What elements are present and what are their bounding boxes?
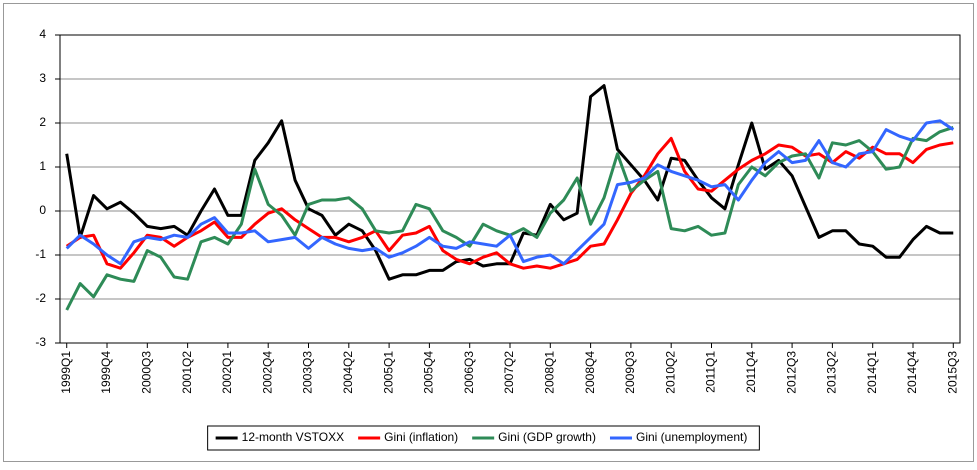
x-tick-label: 1999Q4	[99, 351, 113, 394]
x-tick-label: 2005Q1	[381, 351, 395, 394]
x-tick-label: 2009Q3	[623, 351, 637, 394]
y-tick-label: 4	[39, 27, 46, 41]
x-tick-label: 2000Q3	[139, 351, 153, 394]
legend-label: 12-month VSTOXX	[242, 430, 345, 444]
y-tick-label: -3	[35, 335, 46, 349]
y-tick-label: 0	[39, 203, 46, 217]
legend: 12-month VSTOXX Gini (inflation) Gini (GDP…	[207, 425, 760, 451]
x-tick-label: 2001Q2	[180, 351, 194, 394]
x-tick-label: 2013Q2	[825, 351, 839, 394]
y-tick-label: -1	[35, 247, 46, 261]
x-tick-label: 2002Q1	[220, 351, 234, 394]
x-tick-label: 2005Q4	[422, 351, 436, 394]
x-tick-label: 2010Q2	[663, 351, 677, 394]
x-tick-label: 2008Q4	[583, 351, 597, 394]
x-tick-label: 1999Q1	[59, 351, 73, 394]
chart-border	[3, 3, 974, 462]
x-tick-label: 2014Q4	[905, 351, 919, 394]
x-tick-label: 2006Q3	[462, 351, 476, 394]
legend-label: Gini (unemployment)	[636, 430, 747, 444]
x-tick-label: 2004Q2	[341, 351, 355, 394]
legend-label: Gini (inflation)	[384, 430, 458, 444]
y-tick-label: 2	[39, 115, 46, 129]
x-tick-label: 2007Q2	[502, 351, 516, 394]
legend-label: Gini (GDP growth)	[498, 430, 596, 444]
x-tick-label: 2012Q3	[784, 351, 798, 394]
x-tick-label: 2008Q1	[542, 351, 556, 394]
x-tick-label: 2011Q1	[704, 351, 718, 393]
x-tick-label: 2003Q3	[301, 351, 315, 394]
y-tick-label: 3	[39, 71, 46, 85]
x-tick-label: 2014Q1	[865, 351, 879, 394]
series-line	[65, 119, 955, 266]
y-tick-label: -2	[35, 291, 46, 305]
x-tick-label: 2011Q4	[744, 351, 758, 393]
x-tick-label: 2015Q3	[945, 351, 959, 394]
y-tick-label: 1	[39, 159, 46, 173]
x-tick-label: 2002Q4	[260, 351, 274, 394]
